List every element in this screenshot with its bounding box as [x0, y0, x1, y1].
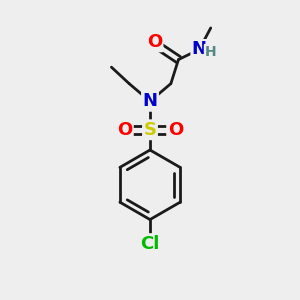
Text: O: O — [117, 121, 132, 139]
Text: O: O — [147, 33, 162, 51]
Text: O: O — [168, 121, 183, 139]
Text: N: N — [192, 40, 207, 58]
Text: S: S — [143, 121, 157, 139]
Text: N: N — [142, 92, 158, 110]
Text: Cl: Cl — [140, 235, 160, 253]
Text: H: H — [205, 45, 217, 59]
